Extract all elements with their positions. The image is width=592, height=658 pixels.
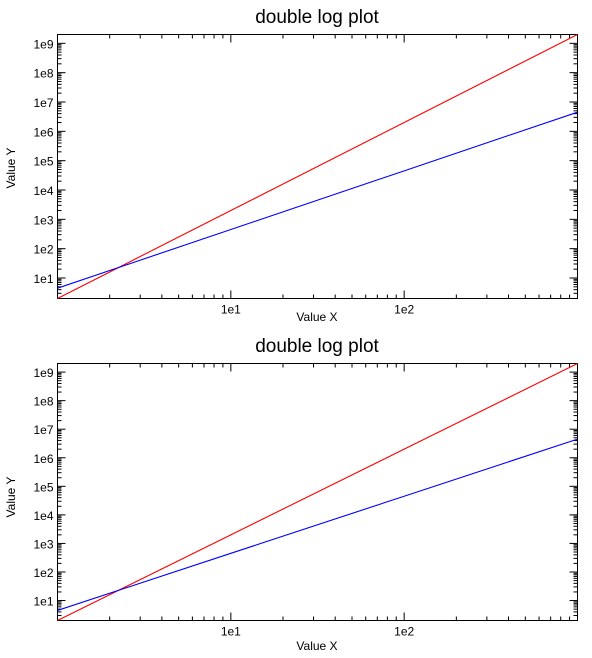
chart-title: double log plot	[255, 7, 379, 28]
series-line-1	[57, 34, 578, 299]
y-tick-label: 1e6	[33, 452, 53, 466]
plot-marks: 1e1 1e2 1e1 1e2 1e3 1e4 1e5 1e6 1e7 1e8 1e9	[33, 363, 578, 639]
plot-frame	[57, 363, 578, 621]
series-line-2	[57, 111, 578, 289]
x-tick-label: 1e1	[221, 303, 241, 317]
chart-2: double log plot Value X Value Y 1e1 1e21e…	[4, 336, 578, 653]
y-tick-label: 1e4	[33, 184, 53, 198]
x-tick-label: 1e2	[394, 625, 414, 639]
x-axis-label: Value X	[296, 310, 337, 324]
y-tick-label: 1e8	[33, 395, 53, 409]
y-tick-label: 1e1	[33, 595, 53, 609]
y-tick-label: 1e9	[33, 366, 53, 380]
series-line-2	[57, 438, 578, 611]
chart-panel-2: double log plot Value X Value Y 1e1 1e2 1e…	[0, 329, 592, 658]
y-tick-label: 1e2	[33, 566, 53, 580]
chart-panel-1: double log plot Value X Value Y 1e1 1e2 1e…	[4, 7, 578, 324]
y-tick-label: 1e3	[33, 213, 53, 227]
y-tick-label: 1e5	[33, 480, 53, 494]
y-tick-label: 1e6	[33, 125, 53, 139]
y-tick-label: 1e5	[33, 155, 53, 169]
y-tick-label: 1e7	[33, 423, 53, 437]
series-line-1	[57, 363, 578, 621]
y-tick-label: 1e8	[33, 67, 53, 81]
x-tick-label: 1e2	[394, 303, 414, 317]
y-tick-label: 1e2	[33, 243, 53, 257]
chart-1: double log plot Value X Value Y 1e1 1e21e…	[4, 7, 578, 324]
y-axis-label: Value Y	[4, 477, 18, 518]
y-tick-label: 1e3	[33, 537, 53, 551]
plot-frame	[57, 34, 578, 299]
x-tick-label: 1e1	[221, 625, 241, 639]
y-tick-label: 1e9	[33, 37, 53, 51]
plot-marks: 1e1 1e2 1e1 1e2 1e3 1e4 1e5 1e6 1e7 1e8 1e9	[33, 34, 578, 317]
y-axis-label: Value Y	[4, 148, 18, 189]
y-tick-label: 1e4	[33, 509, 53, 523]
y-tick-label: 1e7	[33, 96, 53, 110]
chart-title: double log plot	[255, 336, 379, 357]
y-tick-label: 1e1	[33, 272, 53, 286]
x-axis-label: Value X	[296, 639, 337, 653]
